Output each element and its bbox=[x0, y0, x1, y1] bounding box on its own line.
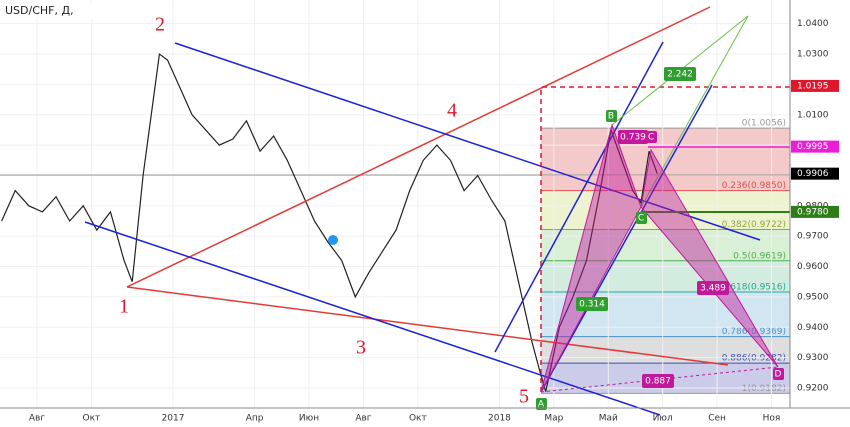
price bbox=[1, 52, 658, 392]
fib-label: 0.382(0.9722) bbox=[722, 220, 786, 230]
x-tick-label: Июл bbox=[653, 414, 673, 424]
axis-labels: 0.92000.93000.94000.95000.96000.97000.98… bbox=[29, 19, 839, 424]
fib-band bbox=[541, 260, 790, 293]
x-tick-label: 2017 bbox=[162, 414, 185, 424]
x-tick-label: Окт bbox=[409, 414, 427, 424]
y-tick-label: 0.9300 bbox=[797, 353, 829, 363]
price-tag bbox=[791, 167, 839, 180]
annotations: 2 4 1 3 5 A B C C D 2.242 0.739 0.314 3.… bbox=[119, 14, 784, 410]
wave-label: 5 bbox=[519, 386, 529, 408]
fib-label: 0.5(0.9619) bbox=[733, 251, 786, 261]
point-label: B bbox=[608, 112, 614, 122]
ratio-label: 0.739 bbox=[620, 133, 646, 143]
wave-label: 2 bbox=[155, 14, 165, 36]
fib-band bbox=[541, 336, 790, 364]
drawings bbox=[84, 6, 790, 416]
price-tag-label: 0.9995 bbox=[797, 142, 829, 152]
y-tick-label: 0.9200 bbox=[797, 383, 829, 393]
fib-band bbox=[541, 190, 790, 230]
price-tag bbox=[791, 140, 839, 153]
price-tag-label: 1.0195 bbox=[797, 81, 829, 91]
x-tick-label: Мар bbox=[544, 414, 563, 424]
point-label: C bbox=[638, 214, 644, 224]
fib-label: 0(1.0056) bbox=[742, 119, 786, 129]
x-tick-label: Июн bbox=[299, 414, 319, 424]
price-tag-label: 0.9906 bbox=[797, 169, 829, 179]
fib-label: 0.786(0.9369) bbox=[722, 327, 786, 337]
ratio-label: 0.887 bbox=[645, 377, 671, 387]
ratio-label: 0.314 bbox=[579, 300, 605, 310]
fib-label: 0.618(0.9516) bbox=[722, 283, 786, 293]
fib-label: 0.236(0.9850) bbox=[722, 181, 786, 191]
fib-label: 0.886(0.9282) bbox=[722, 354, 786, 364]
wave-label: 4 bbox=[447, 100, 457, 122]
x-tick-label: Май bbox=[599, 414, 618, 424]
price-tag bbox=[791, 205, 839, 218]
x-tick-label: Ноя bbox=[763, 414, 781, 424]
fib-label: 1(0.9182) bbox=[742, 384, 786, 394]
point-label: D bbox=[775, 370, 782, 380]
y-tick-label: 0.9700 bbox=[797, 232, 829, 242]
price-tag-label: 0.9780 bbox=[797, 207, 829, 217]
y-tick-label: 1.0100 bbox=[797, 110, 829, 120]
wave-label: 1 bbox=[119, 296, 129, 318]
wave-label: 3 bbox=[356, 337, 366, 359]
x-tick-label: Авг bbox=[29, 414, 45, 424]
chart-title: USD/CHF, Д, bbox=[5, 4, 74, 17]
x-tick-label: Авг bbox=[355, 414, 371, 424]
price-tag bbox=[791, 79, 839, 92]
ratio-label: 2.242 bbox=[667, 70, 693, 80]
y-tick-label: 0.9500 bbox=[797, 292, 829, 302]
point-label: C bbox=[648, 133, 654, 143]
x-tick-label: Апр bbox=[246, 414, 264, 424]
y-tick-label: 0.9400 bbox=[797, 323, 829, 333]
point-label: A bbox=[538, 400, 545, 410]
x-tick-label: Сен bbox=[708, 414, 726, 424]
y-tick-label: 0.9600 bbox=[797, 262, 829, 272]
price-line bbox=[1, 52, 658, 392]
y-tick-label: 1.0300 bbox=[797, 50, 829, 60]
y-tick-label: 1.0400 bbox=[797, 19, 829, 29]
title-bg bbox=[2, 3, 112, 19]
ratio-label: 3.489 bbox=[700, 284, 726, 294]
x-tick-label: 2018 bbox=[488, 414, 511, 424]
x-tick-label: Окт bbox=[83, 414, 101, 424]
